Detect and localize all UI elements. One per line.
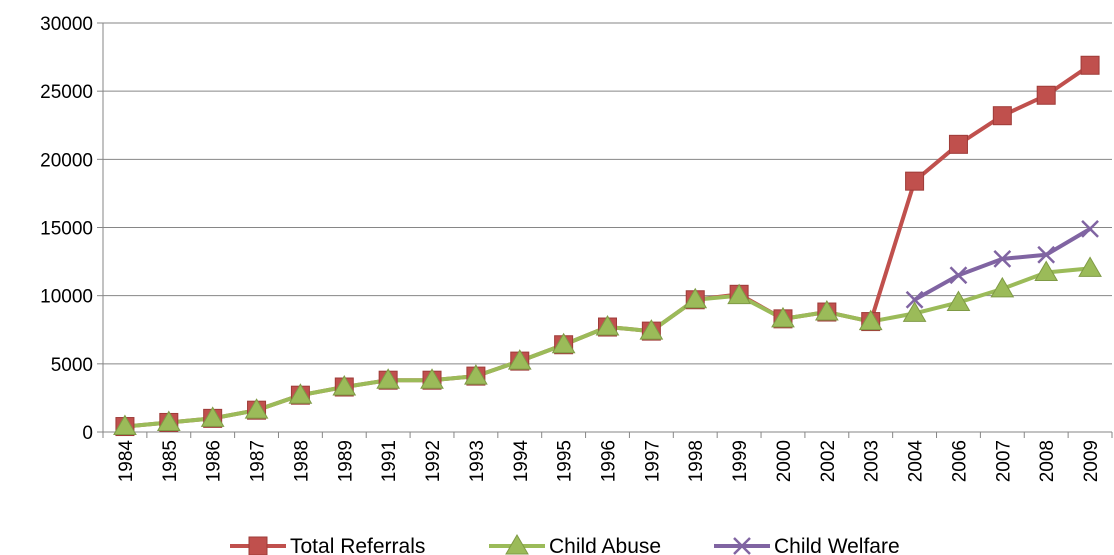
x-tick-label: 2009 <box>1081 440 1102 482</box>
y-tick-label: 30000 <box>40 14 93 35</box>
data-point-triangle <box>858 309 883 331</box>
data-point-triangle <box>332 375 357 396</box>
legend-item: Total Referrals <box>230 535 425 555</box>
data-point-triangle <box>990 276 1015 298</box>
y-tick-label: 10000 <box>40 287 93 308</box>
data-point-square <box>992 106 1012 126</box>
data-point-triangle <box>507 349 532 370</box>
data-point-triangle <box>1078 256 1102 277</box>
data-point-triangle <box>551 332 576 354</box>
data-point-square <box>948 134 968 154</box>
data-point-triangle <box>683 287 708 309</box>
y-tick-label: 15000 <box>40 219 93 240</box>
x-tick-label: 1991 <box>379 440 400 482</box>
data-point-triangle <box>200 406 225 427</box>
x-tick-label: 1997 <box>642 440 663 482</box>
legend-label: Child Welfare <box>774 535 900 555</box>
x-tick-label: 1988 <box>291 440 312 482</box>
x-tick-label: 2002 <box>818 440 839 482</box>
series-markers <box>113 55 1102 437</box>
x-tick-label: 2007 <box>993 440 1014 482</box>
data-point-triangle <box>639 319 664 340</box>
series-line-total-referrals <box>122 63 1093 429</box>
data-point-triangle <box>771 306 795 328</box>
legend-item: Child Welfare <box>714 535 900 555</box>
x-tick-label: 1994 <box>511 440 532 483</box>
data-point-square <box>905 171 925 191</box>
series-line-child-abuse <box>122 266 1093 429</box>
x-tick-label: 1986 <box>204 440 225 482</box>
x-tick-label: 1993 <box>467 440 488 482</box>
x-tick-label: 2004 <box>906 440 927 483</box>
x-tick-label: 1985 <box>160 440 181 482</box>
y-tick-label: 20000 <box>40 150 93 171</box>
data-point-triangle <box>113 414 137 436</box>
data-point-triangle <box>420 368 444 389</box>
data-point-x <box>733 537 751 555</box>
legend-label: Child Abuse <box>549 535 661 555</box>
x-tick-label: 1992 <box>423 440 444 482</box>
data-point-x <box>1037 245 1056 264</box>
x-tick-label: 2006 <box>949 440 970 482</box>
data-point-triangle <box>156 410 181 431</box>
x-tick-label: 2000 <box>774 440 795 482</box>
x-tick-label: 1989 <box>335 440 356 482</box>
y-tick-label: 5000 <box>51 355 93 376</box>
x-tick-label: 1995 <box>555 440 576 482</box>
data-point-x <box>1081 219 1099 238</box>
x-tick-label: 1998 <box>686 440 707 482</box>
data-point-triangle <box>814 300 839 321</box>
data-point-triangle <box>288 383 313 404</box>
legend-label: Total Referrals <box>290 535 425 555</box>
series-lines <box>122 63 1093 429</box>
x-tick-label: 1996 <box>599 440 620 482</box>
gridlines <box>103 22 1112 365</box>
data-point-triangle <box>727 283 751 305</box>
x-tick-label: 2008 <box>1037 440 1058 482</box>
data-point-square <box>1080 55 1100 75</box>
data-point-triangle <box>505 534 529 555</box>
x-tick-label: 2003 <box>862 440 883 482</box>
x-tick-label: 1984 <box>116 440 137 483</box>
data-point-triangle <box>902 301 927 322</box>
data-point-x <box>993 249 1012 268</box>
x-tick-label: 1987 <box>248 440 269 482</box>
data-point-x <box>905 290 924 309</box>
legend: Total Referrals Child Abuse Child Welfare <box>230 534 900 555</box>
data-point-triangle <box>464 364 488 385</box>
data-point-triangle <box>376 368 401 389</box>
series-markers-child-abuse <box>113 256 1102 436</box>
y-tick-label: 0 <box>82 423 93 444</box>
series-markers-child-welfare <box>905 219 1099 309</box>
data-point-square <box>248 536 268 555</box>
data-point-x <box>949 266 968 285</box>
x-tick-label: 1999 <box>730 440 751 482</box>
data-point-triangle <box>1034 260 1059 281</box>
axes: 0 5000 10000 15000 20000 25000 30000 1984 1985 19… <box>40 14 1113 483</box>
legend-item: Child Abuse <box>489 534 661 555</box>
data-point-square <box>1036 85 1056 105</box>
data-point-triangle <box>244 398 269 419</box>
data-point-triangle <box>595 315 620 336</box>
series-markers-total-referrals <box>115 55 1100 437</box>
data-point-triangle <box>946 290 971 311</box>
y-tick-label: 25000 <box>40 82 93 103</box>
